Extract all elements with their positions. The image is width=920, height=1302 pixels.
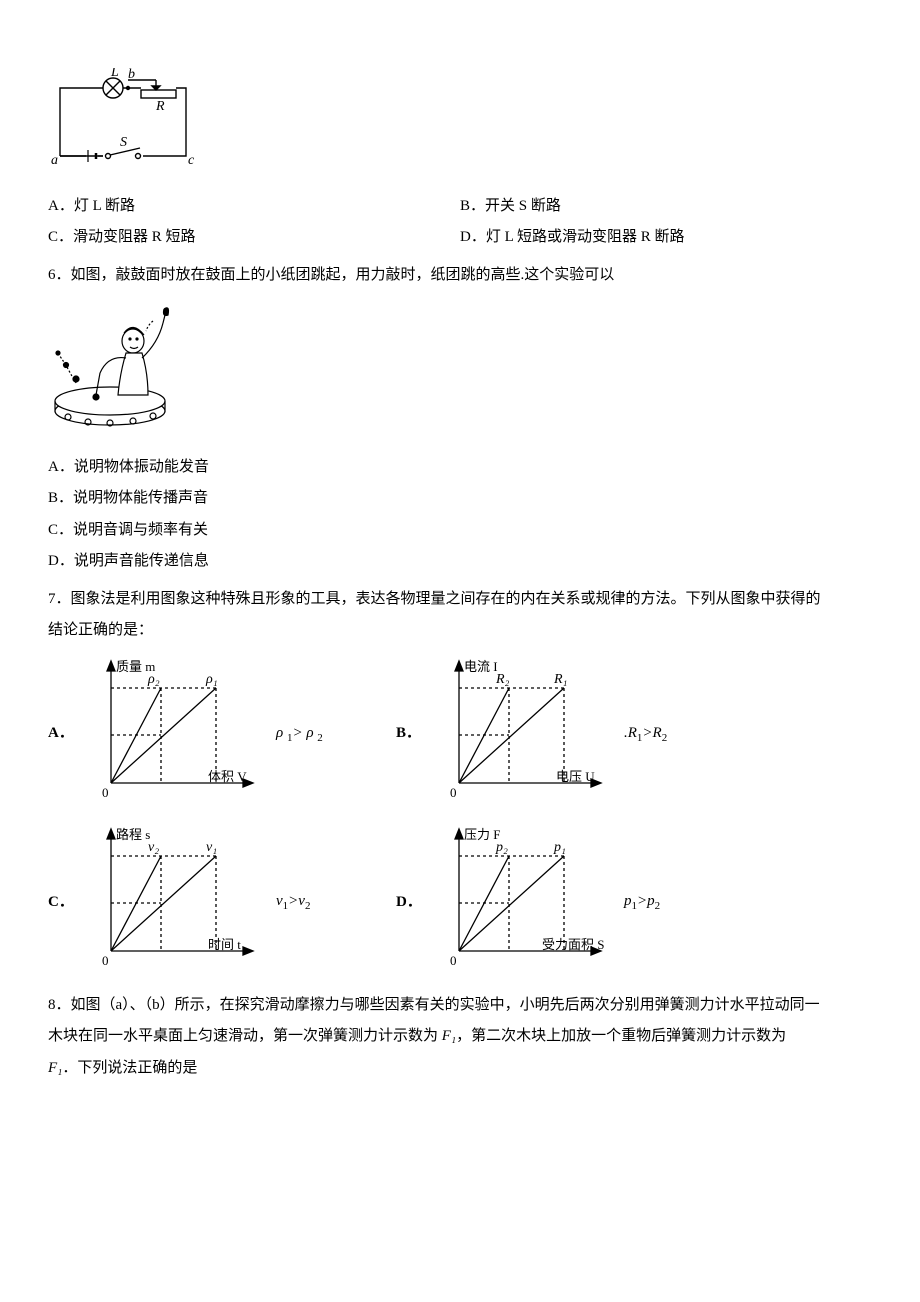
q6-text: 6．如图，敲鼓面时放在鼓面上的小纸团跳起，用力敲时，纸团跳的高些.这个实验可以 [48,260,872,292]
svg-text:v₂: v₂ [148,840,159,855]
q8-line3: F₁．下列说法正确的是 [48,1053,872,1085]
q7-label-B: B． [396,718,434,750]
svg-text:体积 V: 体积 V [208,769,247,784]
q5-option-A[interactable]: A．灯 L 断路 [48,191,460,223]
svg-text:R₂: R₂ [495,672,510,687]
q7-label-D: D． [396,887,434,919]
q8-line2: 木块在同一水平桌面上匀速滑动，第一次弹簧测力计示数为 F₁，第二次木块上加放一个… [48,1021,872,1053]
svg-text:p₂: p₂ [495,840,508,855]
q7-text-line2: 结论正确的是： [48,615,872,647]
q5-option-B[interactable]: B．开关 S 断路 [460,191,872,223]
q7-row-AB: A． 质量 m 体积 V ρ₂ ρ₁ 0 ρ 1> ρ 2 [48,653,872,816]
q8-F1b: F₁ [48,1060,62,1076]
caption-A: ρ 1> ρ 2 [276,718,396,750]
chart-C: 路程 s 时间 t v₂ v₁ 0 [86,821,276,984]
svg-text:p₁: p₁ [553,840,566,855]
svg-text:电流 I: 电流 I [464,659,498,674]
q5-option-D[interactable]: D．灯 L 短路或滑动变阻器 R 断路 [460,222,872,254]
svg-text:受力面积 S: 受力面积 S [542,937,604,952]
circuit-diagram: L b R S a c [48,68,872,181]
q7-label-C: C． [48,887,86,919]
q5-option-C[interactable]: C．滑动变阻器 R 短路 [48,222,460,254]
svg-text:R₁: R₁ [553,672,567,687]
svg-text:0: 0 [450,785,457,800]
chart-B: 电流 I 电压 U R₂ R₁ 0 [434,653,624,816]
q6-option-C[interactable]: C．说明音调与频率有关 [48,515,872,547]
circuit-label-S: S [120,135,127,150]
circuit-label-R: R [155,99,165,114]
q8-line1: 8．如图（a）、（b）所示，在探究滑动摩擦力与哪些因素有关的实验中，小明先后两次… [48,990,872,1022]
svg-text:0: 0 [102,785,109,800]
q6-option-D[interactable]: D．说明声音能传递信息 [48,546,872,578]
q6-option-A[interactable]: A．说明物体振动能发音 [48,452,872,484]
circuit-label-a: a [51,153,58,168]
q6-option-B[interactable]: B．说明物体能传播声音 [48,483,872,515]
svg-text:压力 F: 压力 F [464,827,500,842]
caption-D: p1>p2 [624,886,744,918]
chart-A: 质量 m 体积 V ρ₂ ρ₁ 0 [86,653,276,816]
circuit-label-c: c [188,153,195,168]
caption-C: v1>v2 [276,886,396,918]
svg-text:电压 U: 电压 U [556,769,595,784]
circuit-label-L: L [110,68,119,80]
q5-options-row2: C．滑动变阻器 R 短路 D．灯 L 短路或滑动变阻器 R 断路 [48,222,872,254]
q8-F1a: F₁ [442,1028,456,1044]
q5-options-row1: A．灯 L 断路 B．开关 S 断路 [48,191,872,223]
svg-text:0: 0 [102,953,109,968]
svg-text:v₁: v₁ [206,840,217,855]
chart-D: 压力 F 受力面积 S p₂ p₁ 0 [434,821,624,984]
svg-text:0: 0 [450,953,457,968]
q7-row-CD: C． 路程 s 时间 t v₂ v₁ 0 v1>v2 D． [48,821,872,984]
circuit-label-b: b [128,68,135,82]
svg-text:ρ₁: ρ₁ [205,672,218,687]
q7-text-line1: 7．图象法是利用图象这种特殊且形象的工具，表达各物理量之间存在的内在关系或规律的… [48,584,872,616]
svg-text:时间 t: 时间 t [208,937,241,952]
caption-B: .R1>R2 [624,718,744,750]
drum-illustration [48,303,872,446]
svg-text:ρ₂: ρ₂ [147,672,160,687]
q7-label-A: A． [48,718,86,750]
svg-text:路程 s: 路程 s [116,827,150,842]
